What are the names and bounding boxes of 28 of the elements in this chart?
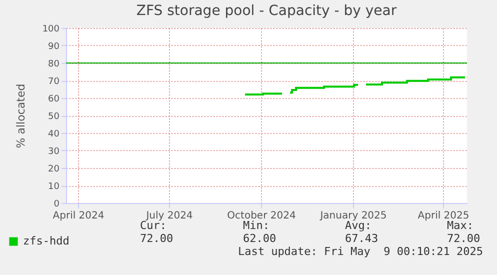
x-tick-label: January 2025 [319,210,387,222]
text: Max: [447,219,474,232]
x-tick-label: July 2024 [145,210,193,222]
text: Avg: [345,219,372,232]
y-tick-label: 20 [48,164,60,174]
y-tick-label: 10 [48,182,60,192]
y-tick-label: 60 [48,94,60,104]
y-tick-label: 100 [42,24,60,34]
x-tick-label: April 2024 [52,210,104,222]
y-tick-label: 50 [48,112,60,122]
y-tick-label: 30 [48,147,60,157]
text: 72.00 [447,232,480,245]
x-tick-label: October 2024 [227,210,296,222]
y-axis-title: % allocated [14,84,28,148]
text: Last update: Fri May 9 00:10:21 2025 [238,245,483,258]
y-tick-label: 90 [48,42,60,52]
text: Min: [243,219,270,232]
legend-label: zfs-hdd [23,234,70,248]
y-tick-label: 40 [48,130,60,140]
text: 72.00 [140,232,174,245]
text: 67.43 [345,232,378,245]
chart-title: ZFS storage pool - Capacity - by year [136,3,397,19]
y-tick-label: 80 [48,60,60,70]
x-tick-label: April 2025 [418,210,470,222]
y-tick-label: 0 [54,200,60,210]
y-tick-label: 70 [48,77,60,87]
text: Cur: [140,219,166,232]
text: 62.00 [243,232,276,245]
